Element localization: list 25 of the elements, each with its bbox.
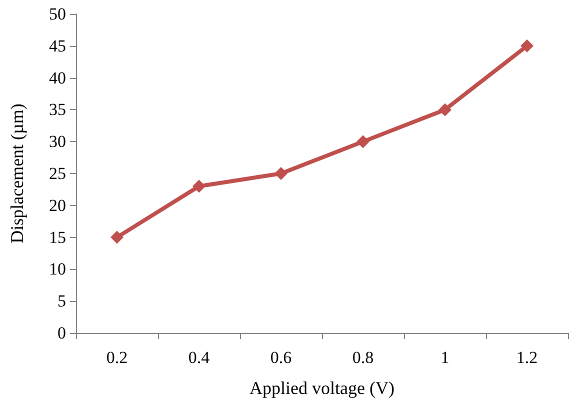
- y-tick-label: 45: [49, 36, 66, 56]
- y-axis-title: Displacement (µm): [7, 104, 27, 244]
- x-axis-title: Applied voltage (V): [250, 378, 394, 398]
- point: [520, 39, 534, 52]
- x-tick-label: 0.8: [352, 348, 374, 367]
- point: [438, 103, 452, 116]
- point: [356, 135, 370, 148]
- point: [110, 230, 124, 244]
- point: [274, 167, 288, 180]
- y-tick-label: 0: [58, 324, 66, 342]
- x-tick-label: 0.4: [188, 348, 210, 367]
- y-tick-label: 15: [49, 228, 66, 247]
- y-tick-label: 40: [49, 68, 66, 88]
- y-tick-label: 35: [49, 100, 66, 120]
- x-tick-label: 0.2: [106, 348, 128, 367]
- x-tick-label: 1.2: [516, 348, 538, 367]
- x-tick-label: 0.6: [270, 348, 292, 367]
- x-tick-label: 1: [440, 348, 450, 367]
- y-tick-label: 50: [49, 4, 66, 24]
- y-tick-label: 30: [49, 132, 66, 152]
- y-tick-label: 25: [49, 164, 66, 183]
- y-tick-label: 5: [58, 292, 66, 311]
- y-tick-label: 20: [49, 196, 66, 215]
- point: [192, 180, 206, 193]
- y-tick-label: 10: [49, 260, 66, 279]
